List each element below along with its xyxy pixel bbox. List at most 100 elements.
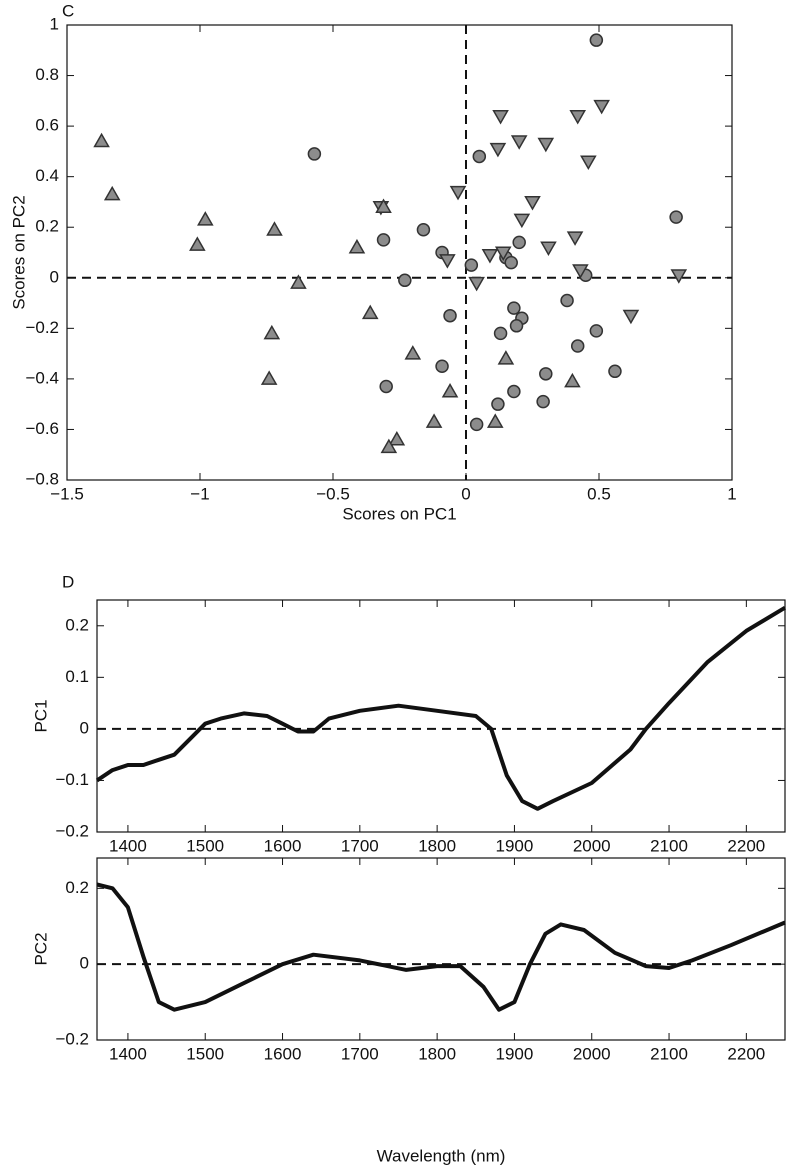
point bbox=[509, 319, 524, 333]
point bbox=[492, 110, 509, 125]
x-tick-label: 2000 bbox=[573, 836, 611, 855]
y-axis-label: Scores on PC2 bbox=[9, 195, 28, 309]
x-tick-label: 2100 bbox=[650, 836, 688, 855]
y-tick-label: −0.2 bbox=[25, 318, 59, 337]
point bbox=[493, 326, 508, 341]
x-tick-label: 1 bbox=[727, 484, 736, 503]
x-tick-label: 1600 bbox=[264, 1044, 302, 1063]
point bbox=[266, 221, 283, 236]
point bbox=[290, 274, 307, 289]
y-tick-label: −0.4 bbox=[25, 368, 59, 387]
point bbox=[608, 364, 622, 379]
point bbox=[481, 249, 499, 264]
plot-frame bbox=[66, 24, 733, 481]
x-tick-label: 0.5 bbox=[587, 484, 611, 503]
y-tick-label: 0.8 bbox=[35, 65, 59, 84]
point bbox=[494, 246, 512, 262]
point bbox=[398, 273, 412, 288]
point bbox=[536, 394, 550, 409]
point bbox=[404, 345, 422, 360]
x-tick-label: 1500 bbox=[186, 836, 224, 855]
point bbox=[443, 308, 457, 323]
y-tick-label: −0.6 bbox=[25, 419, 59, 438]
point bbox=[93, 132, 110, 148]
y-tick-label: 0.4 bbox=[35, 166, 59, 185]
y-tick-label: 0 bbox=[80, 718, 89, 737]
point bbox=[464, 258, 479, 272]
point bbox=[513, 213, 531, 229]
panel-label: D bbox=[62, 572, 74, 591]
x-tick-label: 1900 bbox=[496, 836, 534, 855]
point bbox=[449, 185, 467, 201]
point bbox=[497, 350, 515, 365]
x-tick-label: 1700 bbox=[341, 836, 379, 855]
y-tick-label: −0.2 bbox=[55, 821, 89, 840]
point bbox=[572, 264, 589, 279]
point bbox=[566, 231, 584, 246]
point bbox=[416, 223, 431, 237]
x-tick-label: −1.5 bbox=[50, 484, 84, 503]
panel-label: C bbox=[62, 1, 74, 20]
point bbox=[569, 110, 587, 125]
point bbox=[560, 293, 574, 308]
point bbox=[189, 236, 206, 251]
point bbox=[263, 324, 281, 340]
point bbox=[589, 33, 604, 47]
point bbox=[469, 417, 484, 432]
point bbox=[580, 155, 597, 171]
point bbox=[669, 210, 683, 224]
plot-frame bbox=[96, 857, 786, 1041]
point bbox=[570, 339, 585, 353]
y-tick-label: 0.6 bbox=[35, 116, 59, 135]
x-tick-label: 2100 bbox=[650, 1044, 688, 1063]
x-tick-label: 1700 bbox=[341, 1044, 379, 1063]
x-tick-label: 1600 bbox=[264, 836, 302, 855]
point bbox=[441, 383, 459, 398]
x-tick-label: 1400 bbox=[109, 836, 147, 855]
point bbox=[472, 149, 487, 164]
point bbox=[589, 324, 604, 338]
y-tick-label: 0.2 bbox=[35, 217, 59, 236]
x-tick-label: 1500 bbox=[186, 1044, 224, 1063]
point bbox=[504, 255, 518, 270]
y-tick-label: 0.2 bbox=[65, 878, 89, 897]
point bbox=[622, 309, 640, 325]
x-tick-label: 2200 bbox=[727, 836, 765, 855]
x-tick-label: −0.5 bbox=[316, 484, 350, 503]
point bbox=[197, 211, 214, 226]
x-axis-label: Wavelength (nm) bbox=[377, 1146, 506, 1165]
point bbox=[593, 99, 610, 115]
x-axis-label: Scores on PC1 bbox=[342, 504, 456, 523]
point bbox=[524, 195, 541, 211]
x-tick-label: 1900 bbox=[496, 1044, 534, 1063]
point bbox=[468, 276, 485, 292]
point bbox=[510, 135, 528, 150]
point bbox=[539, 367, 553, 381]
point bbox=[379, 379, 393, 394]
x-tick-label: 1800 bbox=[418, 1044, 456, 1063]
point bbox=[348, 238, 366, 254]
x-tick-label: 1800 bbox=[418, 836, 456, 855]
point bbox=[489, 142, 507, 158]
plot-frame bbox=[96, 599, 786, 833]
point bbox=[425, 413, 443, 428]
point bbox=[380, 438, 398, 454]
x-tick-label: 2200 bbox=[727, 1044, 765, 1063]
y-tick-label: −0.8 bbox=[25, 469, 59, 488]
point bbox=[670, 269, 688, 284]
y-tick-label: −0.2 bbox=[55, 1029, 89, 1048]
y-axis-label: PC1 bbox=[31, 699, 50, 732]
point bbox=[537, 137, 555, 153]
point bbox=[540, 241, 557, 256]
point bbox=[435, 359, 449, 373]
y-tick-label: −0.1 bbox=[55, 770, 89, 789]
point bbox=[507, 301, 521, 315]
y-tick-label: 0.1 bbox=[65, 667, 89, 686]
y-axis-label: PC2 bbox=[31, 932, 50, 965]
point bbox=[307, 147, 322, 161]
y-tick-label: 0.2 bbox=[65, 615, 89, 634]
point bbox=[564, 372, 581, 388]
point bbox=[103, 185, 121, 201]
point bbox=[260, 370, 278, 385]
y-tick-label: 0 bbox=[80, 954, 89, 973]
